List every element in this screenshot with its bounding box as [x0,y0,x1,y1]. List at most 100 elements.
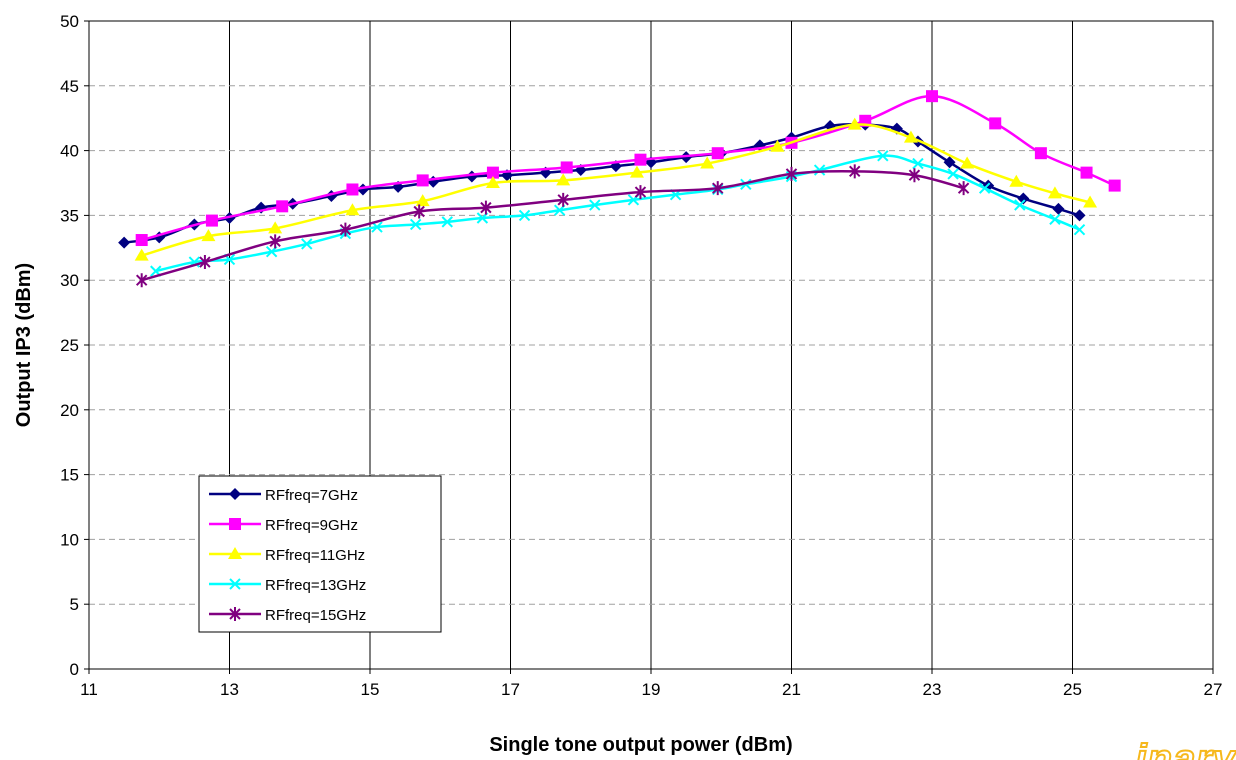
data-point [476,212,489,224]
data-point [276,200,289,213]
data-point [134,248,149,261]
data-point [135,234,148,247]
legend-label: RFfreq=11GHz [265,547,365,564]
data-point [409,218,422,231]
series-line [155,154,1081,273]
data-point [345,203,360,216]
data-point [1047,186,1062,199]
data-point [629,165,644,178]
gridlines [89,21,1213,669]
series-line [141,94,1116,242]
preliminary-watermark: inary [1134,736,1236,760]
legend-item: RFfreq=11GHz [209,547,365,564]
series-RFfreq=11GHz [134,117,1098,261]
x-tick-label: 25 [1063,680,1082,699]
data-point [465,170,478,183]
y-tick-label: 50 [60,12,79,31]
data-point [1049,213,1061,225]
data-point [199,255,211,270]
series-RFfreq=7GHz [118,118,1086,249]
x-axis-title: Single tone output power (dBm) [489,734,792,756]
x-tick-label: 13 [220,680,239,699]
series-RFfreq=15GHz [135,164,970,288]
series-RFfreq=13GHz [150,150,1086,277]
y-tick-label: 25 [60,336,79,355]
data-point [903,130,918,143]
legend-item: RFfreq=15GHz [209,607,366,624]
y-tick-label: 30 [60,271,79,290]
data-point [486,166,499,179]
series-line [141,170,964,282]
data-point [441,216,453,228]
series-line [141,123,1091,257]
data-point [553,204,566,216]
data-point [1080,166,1093,179]
y-tick-label: 45 [60,77,79,96]
data-point [712,181,724,196]
x-tick-label: 23 [923,680,942,699]
x-tick-label: 17 [501,680,520,699]
data-point [943,156,956,169]
svg-text:inary: inary [1135,737,1236,760]
data-point [135,273,148,288]
data-point [339,222,352,237]
data-point [557,192,569,207]
legend-label: RFfreq=13GHz [265,577,366,594]
data-point [1014,199,1026,211]
legend-item: RFfreq=9GHz [209,517,358,534]
x-tick-label: 19 [642,680,661,699]
y-tick-label: 20 [60,401,79,420]
data-point [265,245,278,258]
data-point [947,168,959,180]
data-point [201,229,216,242]
data-point [1052,202,1065,215]
legend: RFfreq=7GHz RFfreq=9GHz RFfreq=11GHz RFfreq… [198,475,442,633]
data-point [228,547,242,559]
data-point [847,117,862,130]
x-tick-label: 27 [1204,680,1223,699]
data-point [229,578,241,590]
data-point [1073,223,1086,236]
y-axis-title: Output IP3 (dBm) [13,263,35,427]
data-point [205,214,218,227]
data-point [589,199,601,211]
y-tick-label: 10 [60,530,79,549]
data-point [957,181,970,196]
data-point [268,221,283,234]
y-tick-label: 0 [70,660,79,679]
y-tick-label: 15 [60,466,79,485]
data-point [518,209,531,222]
legend-label: RFfreq=9GHz [265,517,358,534]
y-tick-label: 40 [60,142,79,161]
series-layer [118,90,1121,288]
data-point [785,166,798,181]
data-point [1009,174,1024,187]
legend-item: RFfreq=7GHz [209,487,358,504]
data-point [485,176,500,188]
data-point [229,518,241,530]
data-point [1073,209,1086,222]
data-point [978,182,991,194]
data-point [877,150,889,162]
data-point [269,234,281,249]
data-point [413,204,425,219]
data-point [415,194,430,207]
data-point [770,139,785,152]
data-point [301,238,313,250]
data-point [346,183,359,196]
series-RFfreq=9GHz [135,90,1121,247]
data-point [1083,195,1098,208]
data-point [926,90,938,103]
data-point [229,488,241,500]
data-point [480,200,492,215]
data-point [229,607,241,621]
data-point [813,164,826,176]
data-point [560,161,573,174]
x-tick-label: 11 [80,680,98,699]
y-tick-label: 5 [70,595,79,614]
tick-labels: 0 5 10 15 20 25 30 35 40 45 50 11 13 15 17 19 21 23 25 27 [60,12,1222,699]
data-point [908,168,921,183]
data-point [960,156,975,169]
series-line [123,123,1080,244]
